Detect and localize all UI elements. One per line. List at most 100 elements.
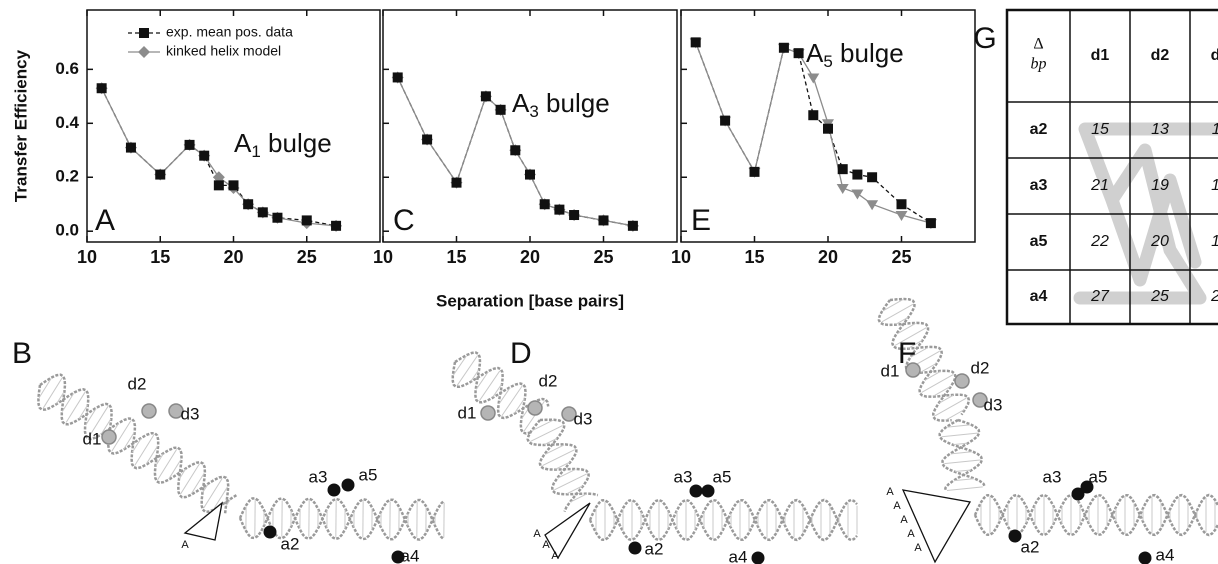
table-column-header: d3 [1211, 47, 1218, 64]
y-tick-label: 0.2 [55, 167, 79, 186]
annotation-rest: bulge [539, 88, 610, 118]
marker-diamond [138, 46, 150, 58]
x-axis-label: Separation [base pairs] [436, 291, 624, 310]
bulge-base: A [533, 528, 541, 540]
marker-square [229, 180, 239, 190]
acceptor-label: a5 [713, 467, 732, 486]
marker-square [214, 180, 224, 190]
marker-square [628, 221, 638, 231]
figure: 101520250.00.20.40.6AA1 bulgeTransfer Ef… [0, 0, 1218, 564]
plot-frame [383, 10, 677, 242]
marker-square [126, 143, 136, 153]
table-cell: 23 [1210, 288, 1218, 305]
annotation-sub: 1 [251, 142, 260, 161]
marker-triangle [851, 189, 863, 199]
table-column-header: d2 [1151, 47, 1170, 64]
acceptor-label: a5 [1089, 467, 1108, 486]
x-tick-label: 15 [744, 247, 764, 267]
page: 101520250.00.20.40.6AA1 bulgeTransfer Ef… [0, 0, 1218, 564]
x-tick-label: 10 [373, 247, 393, 267]
x-tick-label: 20 [223, 247, 243, 267]
annotation: A5 bulge [806, 38, 904, 72]
table-row-header: a5 [1030, 233, 1048, 250]
dna-rung [953, 443, 967, 444]
table-corner-delta: Δ [1033, 36, 1043, 53]
dna-rung [882, 304, 913, 322]
marker-square [691, 37, 701, 47]
bulge-base: A [542, 539, 550, 551]
marker-square [243, 199, 253, 209]
table-cell: 17 [1211, 177, 1218, 194]
acceptor-label: a4 [1156, 545, 1175, 564]
donor-label: d3 [574, 409, 593, 428]
acceptor-dye [342, 479, 355, 492]
bulge-base: A [900, 514, 908, 526]
marker-square [185, 140, 195, 150]
annotation-sub: 3 [529, 102, 538, 121]
x-tick-label: 25 [297, 247, 317, 267]
annotation-sub: 5 [823, 52, 832, 71]
legend-label: kinked helix model [166, 43, 281, 59]
acceptor-label: a3 [309, 467, 328, 486]
donor-label: d2 [539, 371, 558, 390]
marker-square [496, 105, 506, 115]
y-tick-label: 0.6 [55, 59, 79, 78]
bulge-base: A [893, 500, 901, 512]
table-cell: 27 [1090, 288, 1110, 305]
acceptor-dye [328, 484, 341, 497]
marker-square [569, 210, 579, 220]
acceptor-dye [629, 542, 642, 555]
marker-square [393, 72, 403, 82]
dna-strand [975, 495, 1218, 535]
acceptor-label: a2 [645, 539, 664, 558]
acceptor-label: a3 [1043, 467, 1062, 486]
panel-label: C [393, 204, 415, 237]
annotation: A3 bulge [512, 88, 610, 122]
donor-dye [142, 404, 156, 418]
marker-square [599, 215, 609, 225]
table-row-header: a2 [1030, 121, 1048, 138]
table-cell: 15 [1091, 121, 1109, 138]
marker-square [481, 91, 491, 101]
donor-dye [481, 406, 495, 420]
annotation-rest: bulge [261, 128, 332, 158]
table-cell: 18 [1211, 233, 1218, 250]
series-line [696, 42, 931, 223]
bulge-triangle [185, 503, 222, 540]
bulge-base: A [886, 486, 894, 498]
x-tick-label: 20 [818, 247, 838, 267]
x-tick-label: 15 [446, 247, 466, 267]
x-tick-label: 25 [891, 247, 911, 267]
series-line [696, 42, 931, 223]
y-tick-label: 0.0 [55, 221, 79, 240]
dna-strand [879, 300, 956, 421]
annotation-base: A [512, 88, 530, 118]
marker-square [258, 207, 268, 217]
marker-square [823, 124, 833, 134]
table-corner-unit: bp [1031, 56, 1047, 73]
marker-square [510, 145, 520, 155]
marker-square [867, 172, 877, 182]
donor-label: d3 [984, 395, 1003, 414]
x-tick-label: 25 [593, 247, 613, 267]
marker-square [155, 170, 165, 180]
donor-dye [906, 363, 920, 377]
marker-square [422, 134, 432, 144]
table-label: G [973, 22, 996, 55]
acceptor-dye [752, 552, 765, 564]
table-row-header: a4 [1030, 288, 1048, 305]
annotation-rest: bulge [833, 38, 904, 68]
dna-rung [944, 460, 980, 464]
table-cell: 11 [1212, 121, 1218, 138]
marker-square [331, 221, 341, 231]
marker-triangle [807, 73, 819, 83]
dna-rung [946, 410, 964, 420]
panel-label: E [691, 204, 711, 237]
bulge-base: A [181, 539, 189, 551]
table-cell: 25 [1150, 288, 1169, 305]
dna-rung [947, 425, 970, 427]
marker-square [554, 205, 564, 215]
table-column-header: d1 [1091, 47, 1110, 64]
annotation: A1 bulge [234, 128, 332, 162]
dna-rung [955, 470, 971, 472]
